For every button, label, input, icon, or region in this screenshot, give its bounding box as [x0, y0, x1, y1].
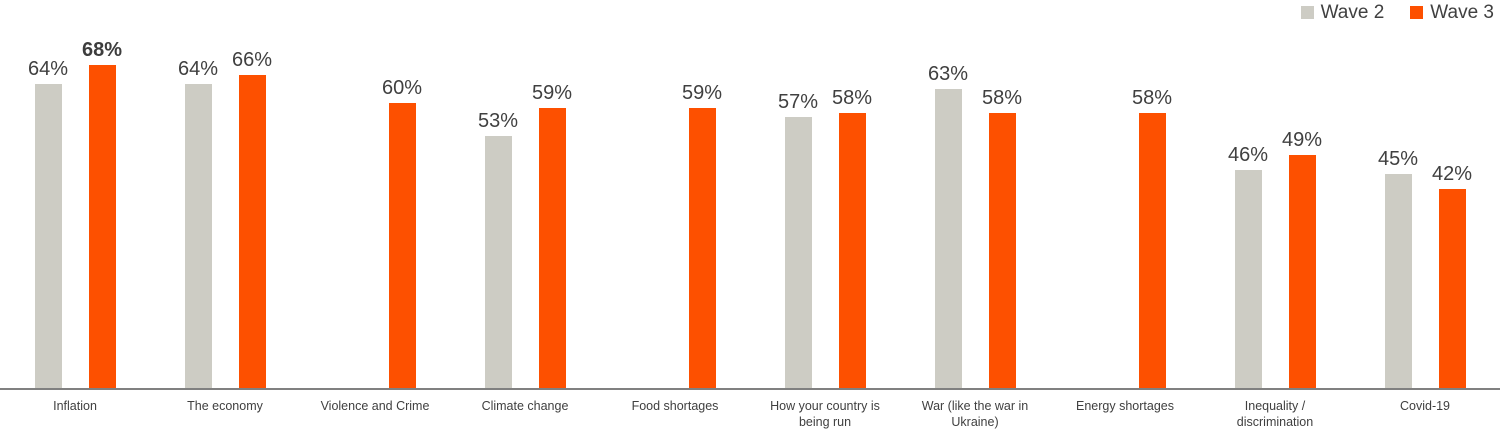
bar-slot-wave-3: 59% — [682, 83, 722, 388]
bar-wave-3 — [538, 107, 566, 388]
bar-group: 59% — [600, 0, 750, 388]
category-label: How your country is being run — [770, 399, 880, 430]
category-label: Violence and Crime — [320, 399, 430, 413]
bar-slot-wave-2: 46% — [1228, 145, 1268, 388]
bar-value-label: 45% — [1377, 148, 1419, 171]
bar-value-label: 58% — [1131, 86, 1173, 109]
bar-value-label: 57% — [777, 91, 819, 114]
bar-value-label: 49% — [1281, 129, 1323, 152]
bar-slot-wave-3: 66% — [232, 50, 272, 388]
category-label: The economy — [187, 399, 263, 413]
category-label: Inflation — [53, 399, 97, 413]
bar-slot-wave-2: 64% — [178, 59, 218, 388]
legend-item-wave2: Wave 2 — [1300, 2, 1385, 23]
bar-wave-3 — [238, 74, 266, 388]
bar-wave-2 — [34, 84, 62, 388]
bar-wave-2 — [1384, 174, 1412, 388]
bar-slot-wave-3: 58% — [1132, 88, 1172, 388]
bar-value-label: 46% — [1227, 143, 1269, 166]
legend: Wave 2 Wave 3 — [1300, 2, 1494, 23]
bar-wave-3 — [838, 112, 866, 388]
bar-slot-wave-3: 58% — [832, 88, 872, 388]
bar-value-label: 58% — [981, 86, 1023, 109]
bar-group: 46% 49% — [1200, 0, 1350, 388]
bar-wave-2 — [784, 117, 812, 388]
bar-value-label: 64% — [27, 58, 69, 80]
bar-value-label: 42% — [1431, 162, 1473, 185]
bar-group: 60% — [300, 0, 450, 388]
bar-wave-3 — [988, 112, 1016, 388]
bar-slot-wave-2: 45% — [1378, 149, 1418, 388]
bar-group: 63% 58% — [900, 0, 1050, 388]
bar-wave-3 — [88, 65, 116, 388]
bar-wave-3 — [1288, 155, 1316, 388]
bar-group: 53% 59% — [450, 0, 600, 388]
bar-wave-3 — [388, 103, 416, 388]
bar-wave-2 — [184, 84, 212, 388]
bar-slot-wave-3: 58% — [982, 88, 1022, 388]
bar-group: 58% — [1050, 0, 1200, 388]
bar-wave-3 — [1138, 112, 1166, 388]
bar-slot-wave-2: 53% — [478, 111, 518, 388]
category-label: War (like the war in Ukraine) — [921, 399, 1029, 430]
bar-slot-wave-3: 60% — [382, 78, 422, 388]
bar-group: 64% 68% — [0, 0, 150, 388]
category-label: Food shortages — [631, 399, 719, 413]
wave2-swatch-icon — [1300, 6, 1314, 19]
bar-value-label: 53% — [477, 110, 519, 133]
plot-area: 64% 68% 64% 66% 60% 53% 59% 59% 57% 58% 63% 58% 58% 4… — [0, 0, 1500, 390]
bar-slot-wave-3: 49% — [1282, 130, 1322, 388]
bar-value-label: 66% — [231, 48, 273, 71]
bar-slot-wave-2: 64% — [28, 59, 68, 388]
bar-group: 64% 66% — [150, 0, 300, 388]
bar-slot-wave-2: 57% — [778, 92, 818, 388]
legend-label-wave3: Wave 3 — [1430, 2, 1494, 23]
bar-value-label: 64% — [177, 58, 219, 80]
bar-slot-wave-3: 68% — [82, 40, 122, 388]
bar-slot-wave-2: 63% — [928, 64, 968, 388]
category-label: Energy shortages — [1076, 399, 1174, 413]
bar-value-label: 58% — [831, 86, 873, 109]
bar-wave-2 — [1234, 169, 1262, 388]
legend-item-wave3: Wave 3 — [1410, 3, 1494, 22]
bar-wave-3 — [1438, 188, 1466, 388]
bar-value-label: 60% — [381, 77, 423, 99]
legend-label-wave2: Wave 2 — [1320, 2, 1385, 23]
bar-value-label: 68% — [81, 39, 123, 61]
category-label: Covid-19 — [1399, 399, 1451, 413]
bar-slot-wave-3: 59% — [532, 83, 572, 388]
wave3-swatch-icon — [1410, 6, 1424, 19]
bar-wave-2 — [484, 136, 512, 388]
bar-wave-3 — [688, 107, 716, 388]
bar-value-label: 59% — [681, 81, 723, 104]
bar-slot-wave-3: 42% — [1432, 164, 1472, 388]
bar-wave-2 — [934, 88, 962, 388]
category-label: Inequality / discrimination — [1236, 399, 1314, 430]
category-label: Climate change — [481, 399, 569, 413]
category-axis: Inflation The economy Violence and Crime Cl… — [0, 390, 1500, 431]
bar-group: 45% 42% — [1350, 0, 1500, 388]
bar-group: 57% 58% — [750, 0, 900, 388]
bar-value-label: 59% — [531, 81, 573, 104]
bar-value-label: 63% — [927, 62, 969, 85]
